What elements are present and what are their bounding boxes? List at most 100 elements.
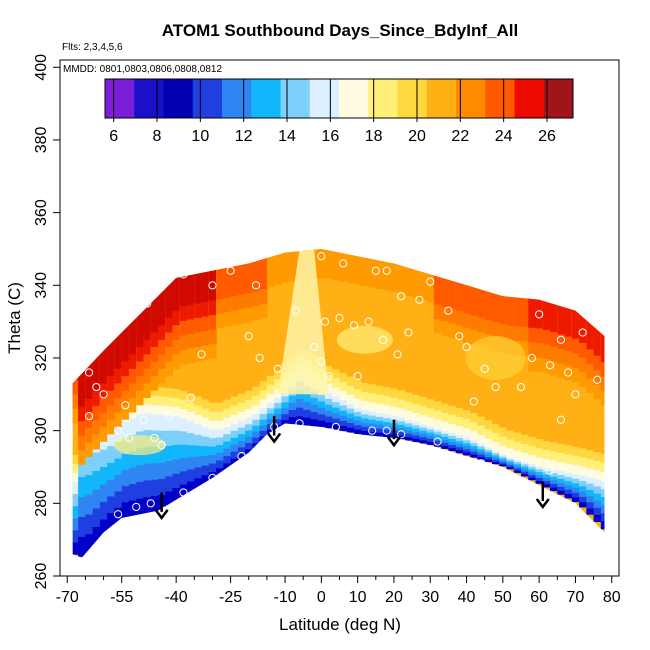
- field-cell: [259, 389, 268, 400]
- field-cell: [564, 480, 573, 486]
- colorbar-tick-label: 6: [109, 128, 118, 145]
- field-cell: [499, 458, 507, 461]
- observation-point: [404, 328, 413, 337]
- field-cell: [245, 417, 253, 425]
- field-cell: [557, 490, 566, 495]
- field-cell: [448, 432, 457, 436]
- field-cell: [586, 483, 595, 490]
- field-cell: [354, 411, 362, 417]
- field-cell: [571, 482, 580, 489]
- field-cell: [513, 470, 522, 473]
- field-cell: [92, 451, 101, 472]
- observation-point: [317, 357, 326, 366]
- field-cell: [535, 471, 544, 476]
- field-cell: [274, 249, 282, 285]
- field-cell: [412, 434, 420, 439]
- field-cell: [528, 454, 537, 465]
- field-cell: [564, 489, 573, 495]
- field-cell: [114, 490, 123, 508]
- field-cell: [368, 401, 377, 412]
- field-cell: [172, 444, 181, 460]
- field-plume: [277, 249, 329, 395]
- field-cell: [339, 249, 348, 282]
- field-cell: [194, 414, 203, 424]
- field-cell: [78, 456, 86, 478]
- field-cell: [259, 252, 268, 290]
- field-cell: [542, 477, 551, 482]
- colorbar-segment: [339, 79, 369, 118]
- field-cell: [513, 450, 522, 460]
- field-cell: [441, 270, 449, 307]
- field-cell: [484, 437, 493, 448]
- field-cell: [455, 440, 464, 445]
- field-cell: [542, 480, 551, 485]
- field-cell: [586, 476, 595, 484]
- field-cell: [216, 392, 224, 403]
- field-cell: [281, 413, 290, 421]
- field-cell: [550, 450, 558, 461]
- field-cell: [448, 423, 457, 433]
- field-cell: [85, 494, 94, 515]
- field-cell: [201, 455, 210, 466]
- observation-point: [462, 342, 471, 352]
- field-cell: [194, 423, 203, 435]
- field-cell: [579, 306, 587, 343]
- field-cell: [426, 438, 435, 442]
- field-cell: [484, 447, 493, 450]
- observation-point: [480, 364, 489, 373]
- field-cell: [187, 411, 195, 421]
- field-cell: [383, 254, 391, 291]
- field-cell: [288, 409, 297, 418]
- field-cell: [586, 495, 595, 503]
- field-cell: [499, 287, 507, 325]
- field-cell: [361, 373, 370, 383]
- field-cell: [412, 403, 420, 413]
- field-cell: [143, 394, 152, 405]
- field-cell: [528, 436, 537, 447]
- field-cell: [150, 296, 159, 333]
- field-cell: [346, 427, 355, 433]
- field-cell: [499, 454, 507, 457]
- field-cell: [593, 469, 602, 480]
- field-cell: [230, 430, 239, 438]
- observation-point: [179, 488, 188, 497]
- field-cell: [375, 420, 384, 425]
- field-cell: [448, 444, 457, 449]
- field-cell: [528, 466, 537, 470]
- field-cell: [252, 431, 261, 438]
- field-cell: [484, 451, 493, 455]
- field-cell: [557, 452, 566, 463]
- field-cell: [332, 368, 340, 379]
- field-cell: [223, 417, 232, 427]
- observation-point: [593, 375, 602, 384]
- field-cell: [426, 389, 435, 400]
- field-cell: [208, 463, 217, 473]
- field-cell: [571, 446, 580, 456]
- field-cell: [324, 410, 333, 417]
- field-cell: [600, 462, 605, 473]
- field-cell: [237, 453, 246, 461]
- y-axis: 260 280 300 320 340 360 380 400: [33, 54, 61, 589]
- field-cell: [259, 413, 268, 420]
- field-cell: [288, 249, 297, 282]
- field-cell: [121, 485, 130, 503]
- field-cell: [535, 468, 544, 473]
- field-cell: [557, 478, 566, 483]
- field-cell: [579, 480, 587, 487]
- field-cell: [303, 417, 311, 426]
- field-cell: [150, 413, 159, 431]
- field-cell: [535, 477, 544, 481]
- field-cell: [419, 423, 428, 428]
- field-cell: [397, 417, 406, 422]
- colorbar-segment: [134, 79, 164, 118]
- field-cell: [520, 468, 529, 472]
- field-cell: [600, 504, 605, 514]
- field-cell: [339, 399, 348, 406]
- field-cell: [528, 445, 537, 456]
- field-cell: [433, 431, 442, 435]
- field-cell: [223, 426, 232, 435]
- field-cell: [426, 398, 435, 409]
- x-tick-label: 60: [530, 589, 548, 606]
- field-cell: [266, 375, 275, 385]
- observation-point: [382, 266, 391, 275]
